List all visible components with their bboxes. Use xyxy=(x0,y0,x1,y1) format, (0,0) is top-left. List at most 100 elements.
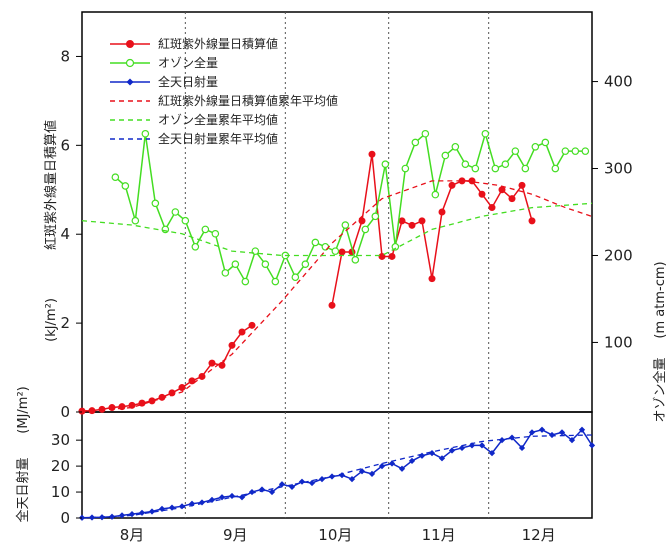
uv-point xyxy=(378,252,386,260)
uv-point xyxy=(358,217,366,225)
right-axis-unit: (m atm-cm) xyxy=(653,261,668,338)
ozone-point xyxy=(451,142,460,151)
legend-label: 全天日射量 xyxy=(158,74,218,89)
radiation-point xyxy=(348,475,356,483)
bottom-panel-frame xyxy=(81,411,593,519)
series-line xyxy=(81,428,593,519)
uv-point xyxy=(498,186,506,194)
ozone-point xyxy=(141,129,150,138)
right-axis-label: オゾン全量 xyxy=(652,357,668,422)
series-layer xyxy=(78,129,596,521)
ozone-point xyxy=(241,277,250,286)
ozone-point xyxy=(551,164,560,173)
bottom-tick-label: 0 xyxy=(60,509,70,527)
ozone-point xyxy=(381,160,390,168)
uv-point xyxy=(228,341,236,349)
series-2 xyxy=(78,426,596,521)
bottom-tick-label: 10 xyxy=(51,483,70,501)
right-tick-label: 300 xyxy=(604,160,633,178)
radiation-point xyxy=(538,426,546,433)
uv-point xyxy=(408,221,416,229)
uv-point xyxy=(238,328,246,336)
ozone-point xyxy=(511,147,520,155)
ozone-point xyxy=(581,147,590,155)
uv-point xyxy=(208,359,216,367)
ozone-point xyxy=(311,238,320,247)
left-tick-label: 2 xyxy=(60,314,70,332)
uv-point xyxy=(218,361,226,369)
legend: 紅斑紫外線量日積算値オゾン全量全天日射量紅斑紫外線量日積算値累年平均値オゾン全量… xyxy=(110,36,338,146)
series-5 xyxy=(81,434,593,519)
radiation-point xyxy=(548,431,556,439)
left-tick-label: 0 xyxy=(60,403,70,421)
series-0 xyxy=(78,150,536,415)
ozone-point xyxy=(561,147,570,155)
ozone-point xyxy=(331,247,340,255)
ozone-point xyxy=(401,164,410,173)
uv-point xyxy=(468,177,476,185)
uv-point xyxy=(448,181,456,189)
ozone-point xyxy=(231,260,240,268)
uv-point xyxy=(528,217,536,225)
left-axis-unit: (kJ/m²) xyxy=(44,298,59,342)
x-tick-label: 10月 xyxy=(318,526,352,544)
ozone-point xyxy=(481,129,490,138)
radiation-point xyxy=(498,437,506,444)
ozone-point xyxy=(361,225,370,234)
series-4 xyxy=(81,202,593,257)
radiation-point xyxy=(478,442,486,449)
right-tick-label: 400 xyxy=(604,73,633,91)
radiation-point xyxy=(438,455,446,462)
x-tick-label: 11月 xyxy=(422,526,456,544)
legend-marker xyxy=(126,40,134,48)
ozone-point xyxy=(531,142,540,151)
uv-point xyxy=(418,217,426,225)
radiation-point xyxy=(398,465,406,472)
uv-point xyxy=(368,150,376,158)
ozone-point xyxy=(501,160,510,168)
x-tick-label: 12月 xyxy=(522,526,556,544)
uv-point xyxy=(148,397,156,405)
radiation-point xyxy=(278,481,286,488)
ozone-point xyxy=(181,216,190,225)
radiation-point xyxy=(378,462,386,470)
ozone-point xyxy=(201,225,210,234)
uv-point xyxy=(388,252,396,260)
ozone-point xyxy=(131,216,140,225)
radiation-point xyxy=(388,460,396,467)
x-tick-label: 9月 xyxy=(223,526,248,544)
ozone-point xyxy=(461,160,470,168)
ozone-point xyxy=(341,221,350,229)
legend-marker xyxy=(125,58,135,68)
series-line xyxy=(81,180,593,412)
ozone-point xyxy=(431,190,440,199)
ozone-point xyxy=(291,273,300,282)
ozone-point xyxy=(541,138,550,147)
radiation-point xyxy=(298,478,306,485)
uv-point xyxy=(518,181,526,189)
ozone-point xyxy=(371,212,380,221)
radiation-point xyxy=(428,450,436,457)
ozone-point xyxy=(261,260,270,268)
ozone-point xyxy=(221,269,230,277)
axes-layer: 8月 9月 10月 11月 12月 0 2 4 6 8 100 200 300 400 0 10 20 30 xyxy=(51,47,633,544)
uv-point xyxy=(178,384,186,392)
radiation-point xyxy=(128,510,136,518)
left-tick-label: 6 xyxy=(60,136,70,154)
legend-label: 紅斑紫外線量日積算値 xyxy=(158,36,278,51)
ozone-point xyxy=(171,208,180,216)
ozone-point xyxy=(521,164,530,173)
bottom-axis-label: 全天日射量 xyxy=(15,457,31,522)
bottom-tick-label: 20 xyxy=(51,457,70,475)
radiation-point xyxy=(228,492,236,500)
ozone-point xyxy=(271,277,280,286)
radiation-point xyxy=(198,499,206,506)
uv-point xyxy=(158,393,166,401)
right-tick-label: 200 xyxy=(604,246,633,264)
left-tick-label: 4 xyxy=(60,225,70,243)
left-axis-label: 紅斑紫外線量日積算値 xyxy=(43,120,59,250)
uv-point xyxy=(458,177,466,185)
legend-label: オゾン全量累年平均値 xyxy=(158,112,278,127)
uv-point xyxy=(248,321,256,329)
